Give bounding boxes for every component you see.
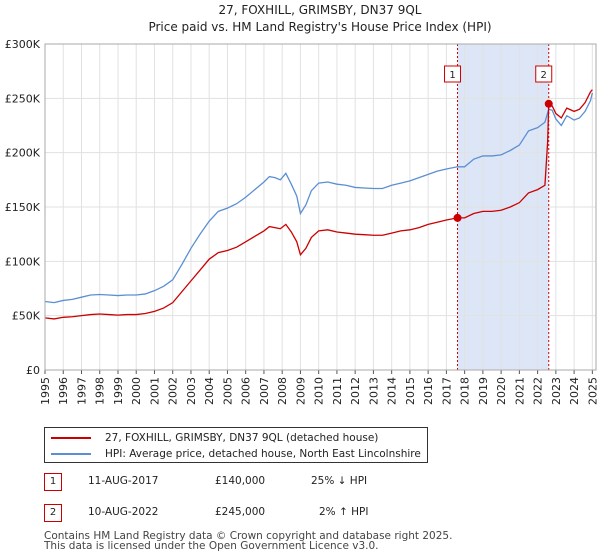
y-tick-label: £150K [5,201,41,214]
x-tick-label: 2024 [568,377,581,405]
legend-label-property: 27, FOXHILL, GRIMSBY, DN37 9QL (detached… [105,432,379,444]
sale-label-2: 2 [541,70,547,81]
y-tick-label: £200K [5,147,41,160]
legend-item-property: 27, FOXHILL, GRIMSBY, DN37 9QL (detached… [51,430,378,446]
x-tick-label: 2015 [404,377,417,405]
footer-licence: This data is licensed under the Open Gov… [44,540,379,552]
property-series-line [44,89,593,320]
x-tick-label: 2008 [276,377,289,405]
x-tick-label: 2010 [313,377,326,405]
x-tick-label: 2009 [294,377,307,405]
y-tick-label: £50K [12,310,41,323]
hpi-series-line [44,92,593,304]
legend: 27, FOXHILL, GRIMSBY, DN37 9QL (detached… [44,427,428,463]
x-tick-label: 2025 [586,377,599,405]
x-tick-label: 2007 [258,377,271,405]
x-tick-label: 2002 [167,377,180,405]
sale-price: £245,000 [215,506,266,518]
legend-item-hpi: HPI: Average price, detached house, Nort… [51,446,421,462]
chart-title: 27, FOXHILL, GRIMSBY, DN37 9QL [218,3,421,17]
sale-price: £140,000 [215,475,266,487]
x-tick-label: 1996 [57,377,70,405]
sale-date: 10-AUG-2022 [88,506,159,518]
y-tick-label: £300K [5,38,41,51]
x-tick-label: 2005 [221,377,234,405]
x-tick-label: 2012 [349,377,362,405]
x-tick-label: 2023 [550,377,563,405]
y-tick-label: £0 [26,364,40,377]
y-tick-label: £100K [5,255,41,268]
x-tick-label: 2019 [477,377,490,405]
sale-point-2 [544,99,553,108]
legend-swatch-hpi [51,453,91,455]
x-tick-label: 2016 [422,377,435,405]
chart-subtitle: Price paid vs. HM Land Registry's House … [148,20,491,34]
x-tick-label: 2011 [331,377,344,405]
x-tick-label: 2000 [130,377,143,405]
x-tick-label: 2004 [203,377,216,405]
footer-copyright: Contains HM Land Registry data © Crown c… [44,530,453,542]
sale-hpi-diff: 2% ↑ HPI [319,506,369,518]
plot-border [44,43,597,371]
sale-hpi-diff: 25% ↓ HPI [311,475,368,487]
sale-point-1 [453,213,462,222]
x-tick-label: 2021 [513,377,526,405]
sale-label-1: 1 [449,70,455,81]
x-tick-label: 2020 [495,377,508,405]
legend-swatch-property [51,437,91,439]
x-tick-label: 2014 [386,377,399,405]
x-tick-label: 2017 [440,377,453,405]
x-tick-label: 2013 [367,377,380,405]
x-tick-label: 2018 [459,377,472,405]
legend-label-hpi: HPI: Average price, detached house, Nort… [105,448,421,460]
footer-attribution: Contains HM Land Registry data © Crown c… [44,530,453,552]
x-tick-label: 1997 [75,377,88,405]
sale-date: 11-AUG-2017 [88,475,159,487]
price-chart: 27, FOXHILL, GRIMSBY, DN37 9QL Price pai… [5,3,600,405]
sale-number-badge: 1 [44,473,62,491]
sale-number-badge: 2 [44,504,62,522]
y-tick-label: £250K [5,92,41,105]
x-tick-label: 1999 [112,377,125,405]
sale-label-box-1 [444,65,462,83]
x-tick-label: 1995 [39,377,52,405]
x-tick-label: 2022 [532,377,545,405]
x-tick-label: 2003 [185,377,198,405]
x-tick-label: 1998 [94,377,107,405]
sale-label-box-2 [535,65,553,83]
x-tick-label: 2006 [240,377,253,405]
x-tick-label: 2001 [148,377,161,405]
